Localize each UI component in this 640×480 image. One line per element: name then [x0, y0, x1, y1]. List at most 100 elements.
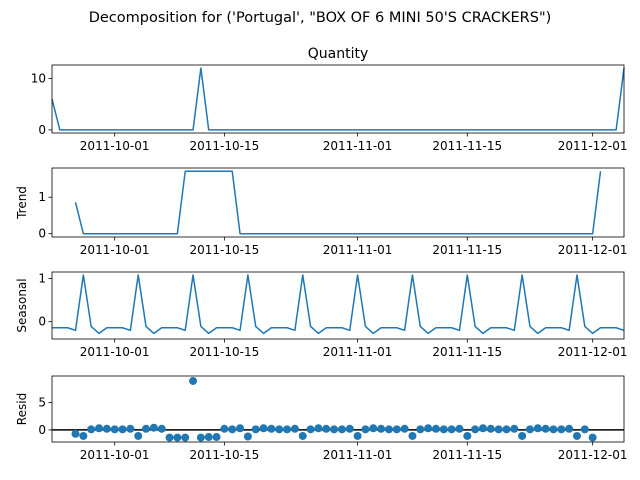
x-tick-label: 2011-10-15 [190, 139, 260, 153]
resid-point [337, 425, 346, 434]
resid-point [251, 425, 260, 434]
y-tick-label: 5 [38, 395, 46, 409]
resid-point [220, 424, 229, 433]
resid-point [494, 425, 503, 434]
panel-2: Trend 0 1 2011-10-01 2011-10-15 2011-11-01 201… [15, 167, 628, 257]
resid-point [126, 424, 135, 433]
resid-point [471, 425, 480, 434]
resid-point [134, 431, 143, 440]
resid-point [533, 424, 542, 433]
panel-4: Resid 0 5 2011-10-01 2011-10-15 2011-11-01 201… [15, 375, 628, 462]
resid-point [565, 424, 574, 433]
resid-point [290, 424, 299, 433]
resid-point [196, 433, 205, 442]
resid-point [298, 431, 307, 440]
x-tick-label: 2011-11-15 [432, 448, 502, 462]
y-tick-label: 0 [38, 315, 46, 329]
y-axis-label: Resid [15, 393, 29, 425]
resid-point [204, 433, 213, 442]
x-tick-label: 2011-11-01 [323, 345, 393, 359]
series-line [74, 170, 602, 235]
resid-point [455, 424, 464, 433]
y-axis-label: Seasonal [15, 278, 29, 332]
resid-point [510, 424, 519, 433]
resid-point [236, 424, 245, 433]
x-tick-label: 2011-10-01 [80, 139, 150, 153]
x-tick-label: 2011-11-01 [323, 448, 393, 462]
resid-point [541, 424, 550, 433]
resid-point [518, 431, 527, 440]
resid-point [384, 425, 393, 434]
resid-point [149, 423, 158, 432]
resid-point [345, 424, 354, 433]
resid-point [463, 431, 472, 440]
resid-point [588, 433, 597, 442]
x-tick-label: 2011-12-01 [558, 345, 628, 359]
resid-point [306, 425, 315, 434]
resid-point [71, 429, 80, 438]
x-tick-label: 2011-12-01 [558, 243, 628, 257]
resid-point [165, 433, 174, 442]
axes-frame [51, 64, 625, 134]
resid-point [228, 425, 237, 434]
resid-point [87, 425, 96, 434]
series-line [51, 67, 625, 131]
panel-3: Seasonal 0 1 2011-10-01 2011-10-15 2011-11-01… [15, 271, 628, 359]
resid-point [283, 425, 292, 434]
resid-point [502, 425, 511, 434]
panel-1: Quantity 0 10 2011-10-01 2011-10-15 2011-11-0… [31, 46, 628, 153]
resid-point [259, 424, 268, 433]
x-tick-label: 2011-10-15 [190, 243, 260, 257]
resid-point [361, 425, 370, 434]
resid-point [369, 424, 378, 433]
resid-point [408, 431, 417, 440]
resid-point [118, 425, 127, 434]
panel-title: Quantity [308, 46, 369, 62]
x-tick-label: 2011-11-15 [432, 345, 502, 359]
y-tick-label: 10 [31, 71, 46, 85]
resid-point [243, 432, 252, 441]
x-tick-label: 2011-10-01 [80, 448, 150, 462]
resid-point [173, 433, 182, 442]
resid-point [447, 425, 456, 434]
resid-point [330, 425, 339, 434]
resid-point [79, 431, 88, 440]
resid-point [486, 424, 495, 433]
resid-point [400, 424, 409, 433]
figure-suptitle: Decomposition for ('Portugal', "BOX OF 6… [89, 10, 552, 26]
resid-point [416, 425, 425, 434]
resid-point [431, 424, 440, 433]
x-tick-label: 2011-10-15 [190, 345, 260, 359]
axes-frame [51, 375, 625, 443]
y-tick-label: 1 [38, 190, 46, 204]
resid-point [181, 433, 190, 442]
resid-point [549, 425, 558, 434]
x-tick-label: 2011-12-01 [558, 139, 628, 153]
x-tick-label: 2011-12-01 [558, 448, 628, 462]
resid-point [275, 425, 284, 434]
y-tick-label: 0 [38, 227, 46, 241]
resid-point [580, 425, 589, 434]
resid-point [95, 424, 104, 433]
resid-point [424, 424, 433, 433]
x-tick-label: 2011-10-15 [190, 448, 260, 462]
resid-point [157, 424, 166, 433]
resid-point [377, 424, 386, 433]
x-tick-label: 2011-11-15 [432, 243, 502, 257]
resid-point [557, 425, 566, 434]
resid-point [314, 424, 323, 433]
x-tick-label: 2011-10-01 [80, 345, 150, 359]
axes-frame [51, 167, 625, 238]
resid-point [525, 425, 534, 434]
y-tick-label: 0 [38, 123, 46, 137]
axes-frame [51, 271, 625, 340]
y-tick-label: 1 [38, 271, 46, 285]
x-tick-label: 2011-11-01 [323, 243, 393, 257]
resid-point [353, 431, 362, 440]
resid-point [322, 424, 331, 433]
resid-point [267, 424, 276, 433]
resid-point [212, 433, 221, 442]
resid-point [439, 425, 448, 434]
resid-point [392, 425, 401, 434]
